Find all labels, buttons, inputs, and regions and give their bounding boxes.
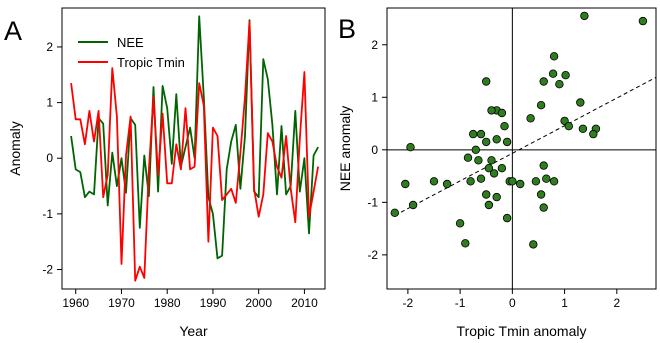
panel-b-x-tick-label: 0 <box>509 296 516 310</box>
panel-a-y-tick-label: -2 <box>42 263 53 277</box>
scatter-point <box>516 179 525 189</box>
scatter-point <box>589 129 598 139</box>
panel-a-series-lines <box>70 15 319 282</box>
panel-a-x-tick-label: 2010 <box>291 296 318 310</box>
scatter-point <box>539 203 548 212</box>
panel-b-frame <box>386 7 657 290</box>
trend-line <box>394 76 657 216</box>
scatter-point <box>578 124 588 133</box>
scatter-point <box>526 114 535 123</box>
panel-letter-b: B <box>338 14 356 44</box>
scatter-point <box>482 77 491 86</box>
scatter-point <box>508 177 517 186</box>
panel-a-legend: NEE Tropic Tmin <box>78 35 185 70</box>
panel-b-y-tick-label: 0 <box>371 143 378 157</box>
scatter-point <box>471 145 480 154</box>
scatter-point <box>561 70 570 80</box>
scatter-point <box>429 177 439 186</box>
scatter-point <box>638 16 648 26</box>
panel-b-points <box>390 11 648 249</box>
scatter-point <box>461 239 470 248</box>
scatter-point <box>476 129 486 139</box>
scatter-point <box>489 169 499 178</box>
scatter-point <box>549 177 559 186</box>
scatter-point <box>539 77 548 86</box>
panel-b-x-tick-label: 2 <box>613 296 620 310</box>
scatter-point <box>482 190 491 199</box>
panel-b-y-tick-label: 2 <box>371 38 378 52</box>
panel-b-trend-line <box>394 76 657 216</box>
panel-a-y-tick-label: 0 <box>46 151 53 165</box>
scatter-point <box>390 208 399 217</box>
panel-b-x-tick-label: -2 <box>403 296 414 310</box>
panel-a-ticks: 1960 1970 1980 1990 2000 2010 -2 -1 0 1 2 <box>42 40 318 310</box>
scatter-point <box>497 108 507 118</box>
scatter-point <box>576 98 585 107</box>
panel-b-y-tick-label: -2 <box>367 248 378 262</box>
panel-b-x-tick-label: 1 <box>561 296 568 310</box>
scatter-point <box>466 177 475 186</box>
scatter-point <box>469 129 478 139</box>
panel-b-y-tick-label: 1 <box>371 90 378 104</box>
scatter-point <box>497 163 507 173</box>
scatter-point <box>580 11 589 21</box>
panel-b-y-axis-label: NEE anomaly <box>337 106 353 192</box>
legend-label-nee: NEE <box>117 35 144 50</box>
scatter-point <box>548 69 558 78</box>
panel-a-x-tick-label: 1970 <box>108 296 135 310</box>
scatter-point <box>549 52 559 61</box>
scatter-point <box>487 156 496 165</box>
scatter-point <box>455 219 465 228</box>
scatter-point <box>492 135 501 144</box>
scatter-point <box>502 137 512 147</box>
panel-a-series-line-tropic-tmin <box>70 20 319 282</box>
legend-label-tropic-tmin: Tropic Tmin <box>117 55 185 70</box>
scatter-point <box>564 121 573 131</box>
scatter-point <box>487 106 496 115</box>
scatter-point <box>408 200 418 210</box>
panel-a-y-axis-label: Anomaly <box>7 121 23 175</box>
scatter-point <box>529 240 538 249</box>
panel-b-zero-lines <box>387 8 656 289</box>
scatter-point <box>476 174 486 183</box>
panel-a-series-line-nee <box>70 15 319 260</box>
scatter-point <box>406 142 415 152</box>
scatter-point <box>536 190 546 199</box>
scatter-point <box>401 179 410 189</box>
scatter-point <box>539 161 548 170</box>
scatter-point <box>502 213 512 223</box>
panel-b-y-tick-label: -1 <box>367 195 378 209</box>
panel-letter-a: A <box>4 16 22 46</box>
scatter-point <box>484 163 494 173</box>
panel-a-y-tick-label: 1 <box>46 96 53 110</box>
panel-b-x-tick-label: -1 <box>455 296 466 310</box>
panel-a-line-chart: 1960 1970 1980 1990 2000 2010 -2 -1 0 1 2 NEE Tropi… <box>7 7 326 339</box>
panel-a-y-tick-label: 2 <box>46 40 53 54</box>
scatter-point <box>482 137 491 147</box>
scatter-point <box>492 192 501 202</box>
panel-a-x-tick-label: 1980 <box>154 296 181 310</box>
panel-a-x-tick-label: 1990 <box>200 296 227 310</box>
panel-b-ticks: -2 -1 0 1 2 -2 -1 0 1 2 <box>367 38 620 310</box>
scatter-point <box>555 79 564 89</box>
scatter-point <box>474 156 483 165</box>
panel-b-scatter-chart: -2 -1 0 1 2 -2 -1 0 1 2 Tropic Tmin anomaly NEE a… <box>337 7 657 339</box>
scatter-point <box>542 174 551 183</box>
scatter-point <box>463 153 473 162</box>
panel-a-x-axis-label: Year <box>179 323 208 339</box>
scatter-point <box>484 200 494 210</box>
scatter-point <box>442 179 452 189</box>
panel-a-x-tick-label: 2000 <box>245 296 272 310</box>
panel-a-y-tick-label: -1 <box>42 207 53 221</box>
scatter-point <box>500 121 509 131</box>
panel-b-x-axis-label: Tropic Tmin anomaly <box>457 323 587 339</box>
panel-a-frame <box>61 7 326 290</box>
scatter-point <box>536 100 546 110</box>
panel-a-x-tick-label: 1960 <box>62 296 89 310</box>
scatter-point <box>531 177 541 186</box>
